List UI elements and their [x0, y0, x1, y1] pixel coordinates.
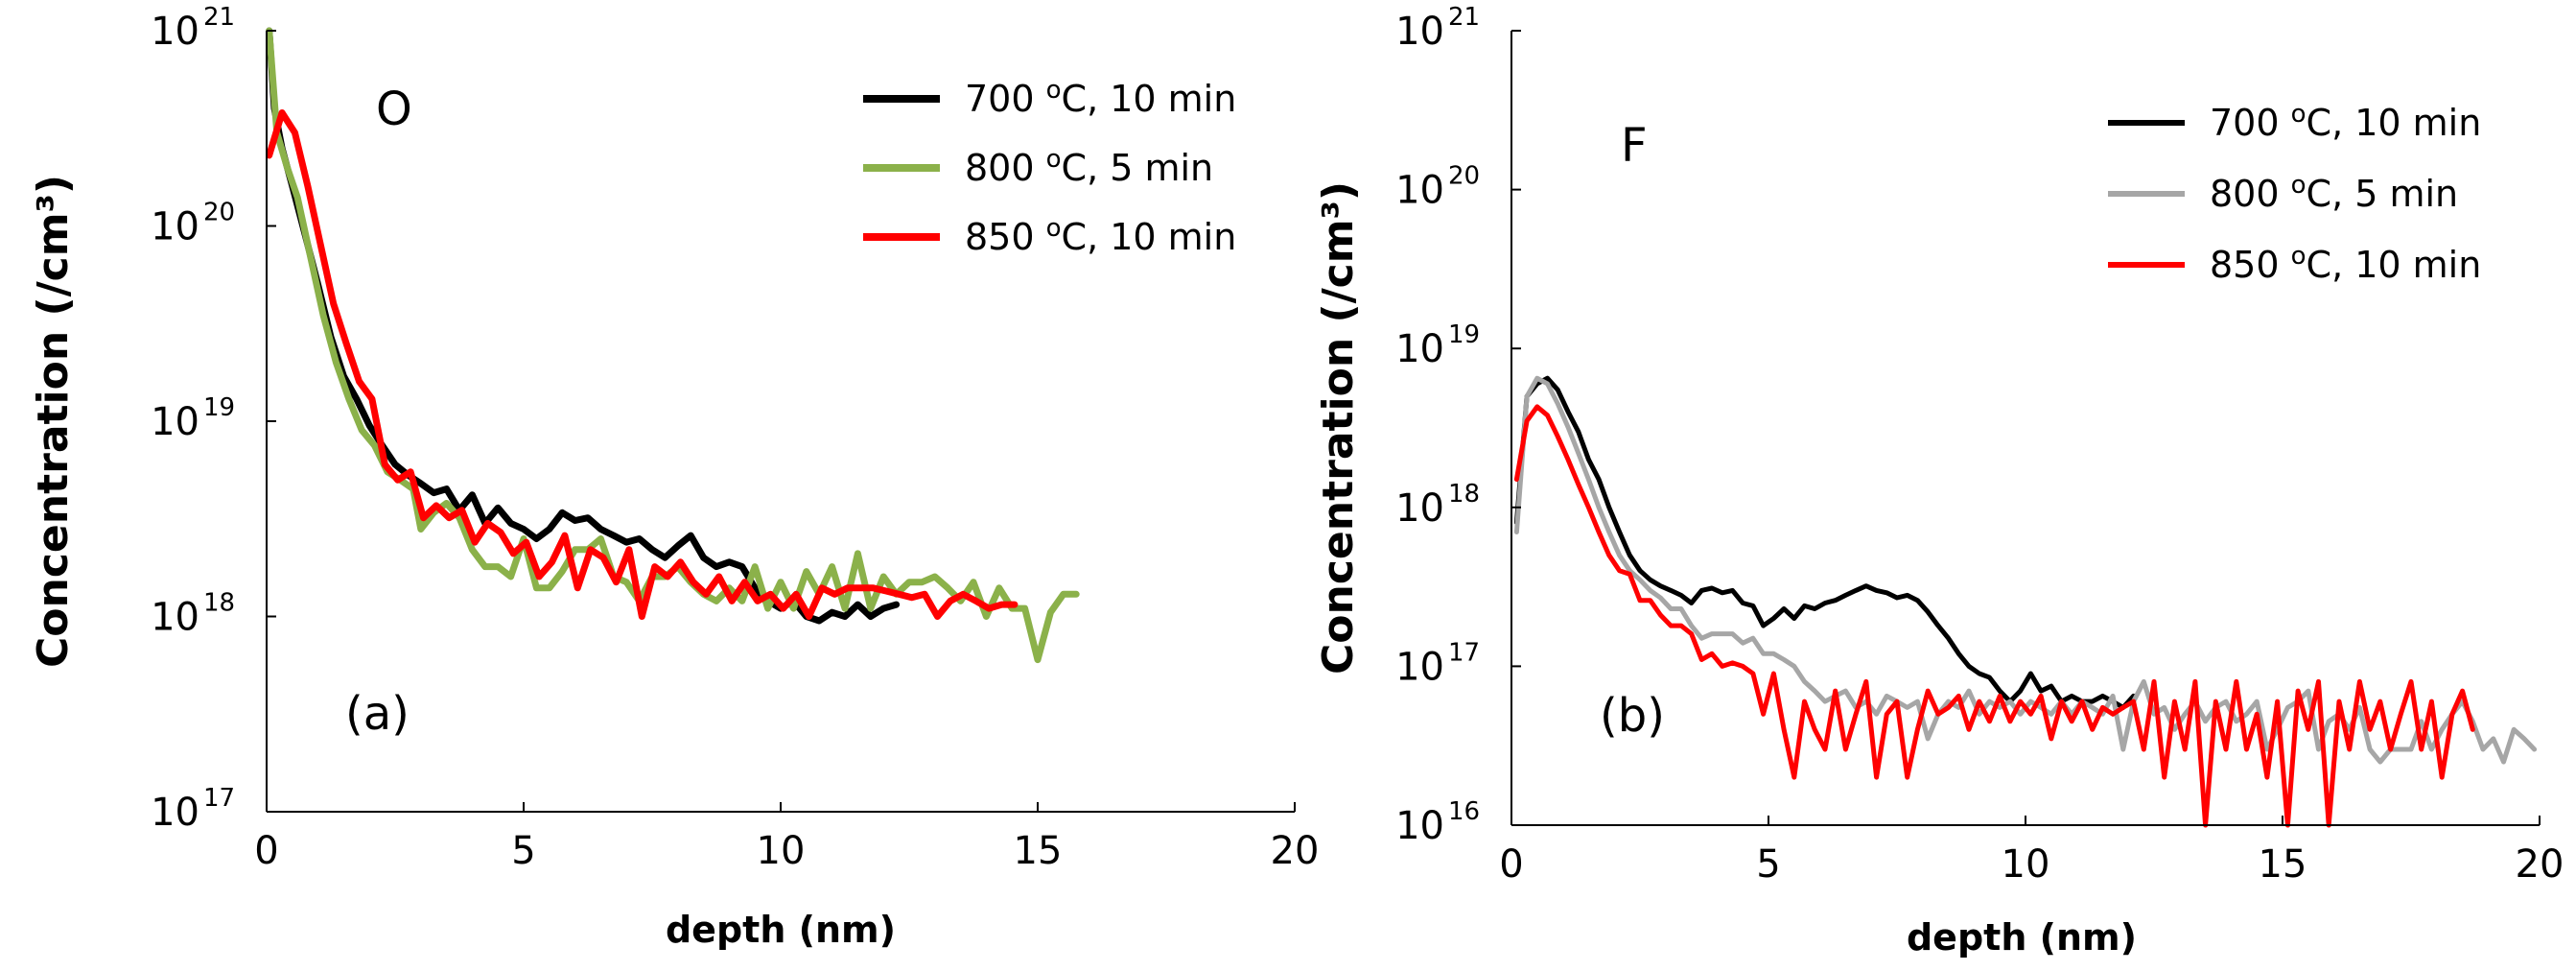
x-tick-label: 20 [1271, 829, 1320, 873]
x-tick-label: 10 [2002, 842, 2050, 887]
y-tick-label: 10 [151, 10, 199, 54]
y-tick-label: 10 [1395, 645, 1444, 689]
y-tick-exponent: 20 [203, 199, 235, 227]
plot-background-a [267, 31, 1295, 812]
y-tick-exponent: 21 [203, 3, 235, 32]
y-tick-exponent: 16 [1448, 797, 1480, 826]
x-tick-label: 20 [2516, 842, 2564, 887]
element-label-o: O [376, 83, 412, 136]
y-tick-exponent: 18 [1448, 480, 1480, 509]
y-tick-label: 10 [1395, 804, 1444, 848]
x-tick-label: 10 [757, 829, 806, 873]
plot-area-a [266, 27, 1295, 813]
y-axis-label-a: Concentration (/cm³) [29, 175, 78, 668]
y-tick-label: 10 [151, 205, 199, 249]
y-tick-label: 10 [151, 400, 199, 444]
y-axis-label-b: Concentration (/cm³) [1314, 181, 1363, 675]
x-axis-label-b: depth (nm) [1907, 916, 2137, 959]
x-tick-label: 0 [1499, 842, 1523, 887]
legend-b: 700 oC, 10 min 800 oC, 5 min 850 oC, 10 mi… [2108, 100, 2481, 286]
y-tick-label: 10 [1395, 169, 1444, 213]
y-tick-exponent: 19 [203, 393, 235, 422]
y-tick-label: 10 [1395, 10, 1444, 54]
x-tick-label: 5 [1756, 842, 1780, 887]
y-tick-exponent: 20 [1448, 162, 1480, 191]
y-tick-label: 10 [1395, 327, 1444, 371]
element-label-f: F [1621, 119, 1648, 173]
y-tick-exponent: 17 [203, 784, 235, 813]
x-tick-label: 0 [254, 829, 278, 873]
legend-label-700: 700 oC, 10 min [2210, 100, 2481, 144]
legend-label-800: 800 oC, 5 min [2210, 171, 2458, 215]
plot-background-b [1511, 31, 2540, 825]
panel-label-a: (a) [345, 687, 410, 741]
y-tick-label: 10 [151, 791, 199, 835]
y-tick-exponent: 21 [1448, 3, 1480, 32]
x-tick-label: 15 [2259, 842, 2307, 887]
x-tick-label: 5 [511, 829, 535, 873]
y-tick-label: 10 [151, 596, 199, 640]
y-tick-label: 10 [1395, 486, 1444, 531]
y-tick-exponent: 19 [1448, 320, 1480, 349]
plot-area-b [1510, 31, 2540, 828]
series-line-850 [266, 109, 1019, 620]
legend-label-700: 700 oC, 10 min [965, 76, 1236, 120]
panel-label-b: (b) [1600, 689, 1665, 743]
y-tick-exponent: 18 [203, 589, 235, 618]
series-line-850 [1513, 404, 2475, 828]
legend-label-850: 850 oC, 10 min [2210, 242, 2481, 286]
y-tick-exponent: 17 [1448, 638, 1480, 667]
legend-label-800: 800 oC, 5 min [965, 145, 1213, 189]
series-line-700 [1513, 375, 2137, 710]
x-axis-label-a: depth (nm) [666, 909, 896, 951]
x-tick-label: 15 [1014, 829, 1063, 873]
legend-a: 700 oC, 10 min 800 oC, 5 min 850 oC, 10 mi… [863, 76, 1236, 258]
legend-label-850: 850 oC, 10 min [965, 214, 1236, 258]
